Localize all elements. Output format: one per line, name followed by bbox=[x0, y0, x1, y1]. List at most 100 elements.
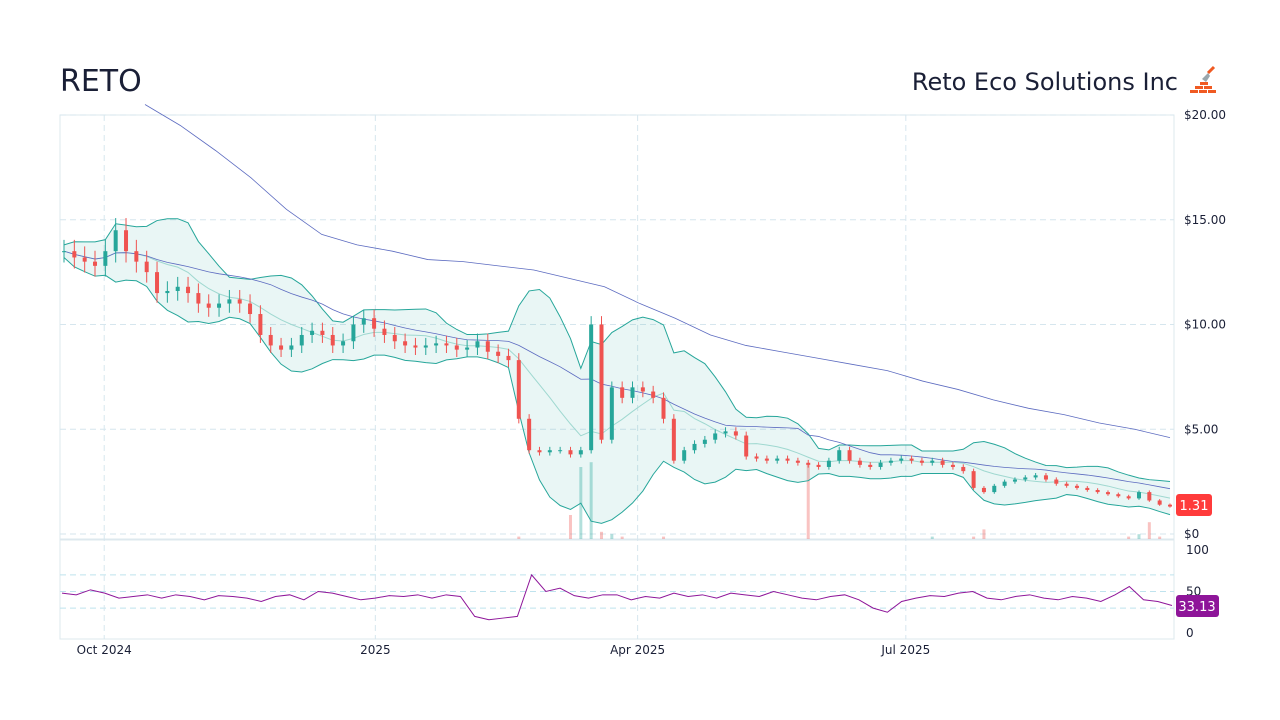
candle-body bbox=[1033, 475, 1038, 478]
last-rsi-badge bbox=[1176, 595, 1219, 617]
price-pane-frame bbox=[59, 114, 1175, 540]
candle-body bbox=[775, 458, 780, 461]
volume-bar bbox=[982, 529, 986, 539]
ticker-symbol: RETO bbox=[60, 64, 142, 99]
last-price-label: 1.31 bbox=[1180, 499, 1209, 514]
candle-body bbox=[93, 261, 98, 266]
company-name: Reto Eco Solutions Inc bbox=[911, 68, 1178, 96]
candle-body bbox=[806, 462, 811, 465]
candle-body bbox=[888, 460, 893, 463]
candle-body bbox=[485, 341, 490, 352]
candle-body bbox=[1054, 479, 1059, 484]
candle-body bbox=[341, 341, 346, 346]
candle-body bbox=[620, 387, 625, 398]
price-tick-label: $10.00 bbox=[1184, 318, 1226, 332]
candle-body bbox=[630, 387, 635, 398]
candle-body bbox=[475, 341, 480, 348]
candle-body bbox=[589, 324, 594, 451]
candle-body bbox=[785, 458, 790, 461]
candle-body bbox=[558, 450, 563, 452]
volume-bar bbox=[599, 531, 603, 539]
candle-body bbox=[320, 330, 325, 335]
volume-bar bbox=[930, 536, 934, 539]
candle-body bbox=[651, 391, 656, 398]
candle-body bbox=[568, 450, 573, 455]
volume-bar bbox=[1137, 534, 1141, 539]
trowel-bricks-icon bbox=[1190, 65, 1216, 93]
candle-body bbox=[382, 328, 387, 335]
candle-body bbox=[981, 487, 986, 493]
candle-body bbox=[682, 450, 687, 461]
candle-body bbox=[816, 464, 821, 467]
volume-bar bbox=[1127, 536, 1131, 539]
candle-body bbox=[599, 324, 604, 440]
candle-body bbox=[413, 345, 418, 348]
candle-body bbox=[640, 387, 645, 392]
rsi-pane-frame bbox=[59, 539, 1175, 640]
candle-body bbox=[764, 458, 769, 461]
candle-body bbox=[299, 334, 304, 346]
candle-body bbox=[268, 334, 273, 346]
candle-body bbox=[206, 303, 211, 308]
candle-body bbox=[899, 458, 904, 461]
rsi-tick-label: 0 bbox=[1186, 626, 1194, 640]
candle-body bbox=[868, 464, 873, 467]
candle-body bbox=[1168, 504, 1172, 507]
candle-body bbox=[237, 299, 242, 304]
candle-body bbox=[351, 324, 356, 342]
candle-body bbox=[465, 347, 470, 350]
candle-body bbox=[713, 433, 718, 440]
candle-body bbox=[837, 450, 842, 461]
candle-body bbox=[547, 450, 552, 453]
volume-bar bbox=[589, 462, 593, 539]
volume-bar bbox=[662, 536, 666, 539]
candle-body bbox=[1126, 496, 1131, 499]
candle-body bbox=[1043, 475, 1048, 480]
volume-bar bbox=[610, 534, 614, 539]
candle-body bbox=[444, 343, 449, 346]
candle-body bbox=[82, 257, 87, 262]
candle-body bbox=[1023, 477, 1028, 480]
price-tick-label: $15.00 bbox=[1184, 213, 1226, 227]
candle-body bbox=[961, 466, 966, 472]
candle-body bbox=[930, 460, 935, 463]
candle-body bbox=[248, 303, 253, 315]
candle-body bbox=[1074, 485, 1079, 488]
candle-body bbox=[1002, 481, 1007, 486]
bollinger-lower bbox=[63, 257, 1171, 524]
candle-body bbox=[857, 460, 862, 465]
candle-body bbox=[506, 355, 511, 361]
candle-body bbox=[279, 345, 284, 350]
candle-body bbox=[919, 460, 924, 463]
ma200-line bbox=[144, 104, 1171, 439]
bollinger-middle bbox=[63, 250, 1171, 499]
volume-bar bbox=[806, 464, 810, 539]
candle-body bbox=[155, 272, 160, 294]
candle-body bbox=[992, 485, 997, 493]
volume-bar bbox=[568, 515, 572, 539]
candle-body bbox=[217, 303, 222, 308]
candle-body bbox=[103, 251, 108, 266]
candle-body bbox=[537, 450, 542, 453]
sma-line bbox=[63, 250, 1171, 490]
price-tick-label: $5.00 bbox=[1184, 422, 1218, 436]
candle-body bbox=[909, 458, 914, 461]
candle-body bbox=[175, 286, 180, 291]
time-tick-label: Jul 2025 bbox=[880, 643, 930, 657]
candle-body bbox=[1136, 492, 1141, 499]
candle-body bbox=[609, 387, 614, 440]
candle-body bbox=[113, 230, 118, 252]
candle-body bbox=[733, 431, 738, 436]
time-tick-label: Oct 2024 bbox=[77, 643, 132, 657]
candle-body bbox=[671, 418, 676, 461]
candle-body bbox=[1012, 479, 1017, 482]
time-tick-label: 2025 bbox=[360, 643, 391, 657]
candle-body bbox=[940, 460, 945, 465]
candle-body bbox=[661, 397, 666, 419]
candle-body bbox=[196, 293, 201, 304]
candle-body bbox=[744, 435, 749, 457]
candle-body bbox=[372, 318, 377, 329]
candle-body bbox=[186, 286, 191, 294]
candle-body bbox=[516, 360, 521, 419]
